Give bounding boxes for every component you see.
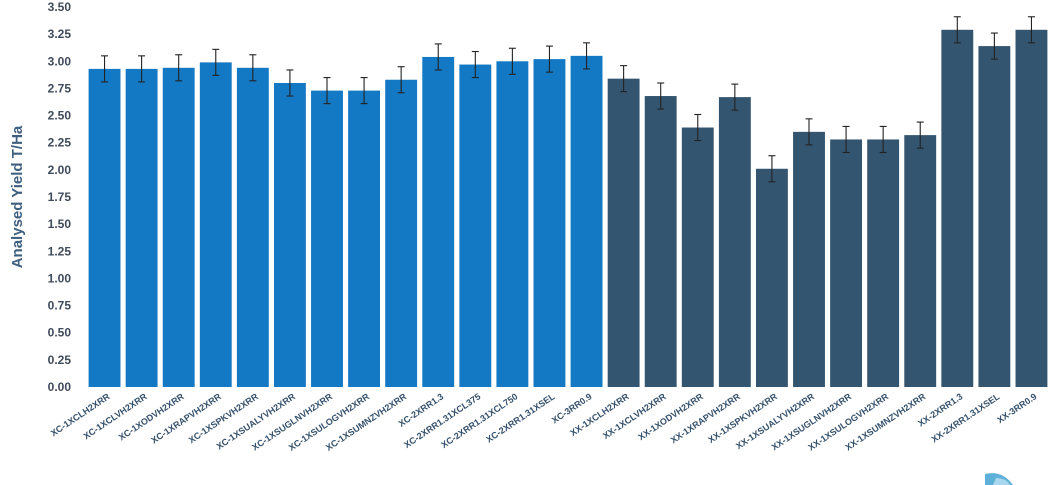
error-bar: [138, 55, 146, 83]
y-tick-label: 2.25: [48, 136, 72, 150]
bar-xx-2xrr1.3: [941, 29, 974, 388]
bar-xx-1xclvh2xrr: [644, 96, 677, 388]
bar-xc-1xspkvh2xrr: [236, 67, 269, 388]
bar-xx-1xrapvh2xrr: [718, 97, 751, 387]
bar-xx-3rr0.9: [1015, 29, 1048, 388]
bar-xc-2xrr1.3: [422, 56, 455, 387]
error-bar: [805, 118, 813, 146]
x-tick-label: XC-2XRR1.31XSEL: [484, 391, 557, 445]
error-bar: [323, 77, 331, 105]
error-bar: [471, 50, 479, 79]
error-bar: [990, 32, 998, 60]
x-tick-label: XC-1XCLH2XRR: [49, 391, 112, 438]
bar-xc-1xodvh2xrr: [162, 67, 195, 388]
bar-xx-1xsumnzvh2xrr: [904, 135, 937, 387]
bar-xc-1xrapvh2xrr: [199, 62, 232, 387]
error-bars-group: [101, 16, 1035, 183]
y-tick-label: 2.75: [48, 81, 72, 95]
bar-xc-2xrr1.31xcl375: [459, 64, 492, 388]
y-tick-label: 3.00: [48, 54, 72, 68]
bar-xx-1xsulogvh2xrr: [867, 139, 900, 387]
bar-xx-1xsuglnvh2xrr: [830, 139, 863, 387]
error-bar: [657, 82, 665, 110]
bar-xc-1xclh2xrr: [88, 68, 121, 387]
bar-xc-2xrr1.31xcl750: [496, 61, 529, 388]
bar-xx-1xsualyvh2xrr: [793, 131, 825, 387]
bar-xx-1xclh2xrr: [607, 78, 640, 388]
y-tick-label: 1.50: [48, 217, 72, 231]
bar-xc-1xsumnzvh2xrr: [385, 79, 418, 387]
error-bar: [434, 43, 442, 71]
error-bar: [953, 16, 961, 44]
error-bar: [620, 65, 628, 93]
bar-xc-1xsulogvh2xrr: [348, 90, 381, 387]
y-tick-label: 0.75: [48, 299, 72, 313]
y-tick-label: 1.00: [48, 271, 72, 285]
error-bar: [768, 155, 776, 183]
error-bar: [694, 113, 702, 142]
y-tick-label: 2.50: [48, 109, 72, 123]
bar-xc-2xrr1.31xsel: [533, 59, 566, 387]
y-tick-label: 0.25: [48, 353, 72, 367]
error-bar: [101, 55, 109, 83]
error-bar: [545, 45, 553, 73]
bar-xx-2xrr1.31xsel: [978, 46, 1011, 387]
error-bar: [583, 42, 591, 70]
y-tick-label: 1.75: [48, 190, 72, 204]
bar-xx-1xspkvh2xrr: [755, 168, 788, 387]
error-bar: [1027, 16, 1035, 44]
y-axis-title: Analysed Yield T/Ha: [9, 125, 26, 268]
logo-icon: [985, 473, 1013, 485]
y-tick-label: 3.50: [48, 0, 72, 14]
error-bar: [360, 77, 368, 105]
x-axis-labels: XC-1XCLH2XRRXC-1XCLVH2XRRXC-1XODVH2XRRXC…: [49, 391, 1039, 453]
bar-xc-1xclvh2xrr: [125, 68, 158, 387]
error-bar: [879, 125, 887, 154]
error-bar: [842, 125, 850, 154]
x-tick-label: XX-3RR0.9: [995, 391, 1038, 425]
bar-xx-1xodvh2xrr: [681, 127, 714, 387]
error-bar: [397, 66, 405, 94]
y-tick-label: 2.00: [48, 163, 72, 177]
bar-xc-3rr0.9: [570, 55, 603, 387]
bar-xc-1xsuglnvh2xrr: [311, 90, 343, 387]
error-bar: [212, 48, 220, 76]
y-tick-label: 1.25: [48, 244, 72, 258]
bar-xc-1xsualyvh2xrr: [273, 83, 306, 387]
y-axis-title-group: Analysed Yield T/Ha: [9, 125, 26, 268]
error-bar: [731, 83, 739, 111]
error-bar: [286, 69, 294, 97]
bars-group: [88, 29, 1048, 388]
y-tick-label: 0.50: [48, 326, 72, 340]
y-tick-label: 0.00: [48, 380, 72, 394]
error-bar: [249, 54, 257, 82]
x-tick-label: XX-2XRR1.31XSEL: [930, 391, 1002, 444]
error-bar: [175, 54, 183, 82]
x-tick-label: XX-1XCLVH2XRR: [601, 391, 668, 441]
error-bar: [916, 121, 924, 149]
x-tick-label: XC-1XCLVH2XRR: [81, 391, 149, 441]
y-axis-ticks: 0.00 0.25 0.50 0.75 1.00 1.25 1.50 1.75 2.00 2.25…: [48, 0, 72, 394]
y-tick-label: 3.25: [48, 27, 72, 41]
error-bar: [508, 47, 516, 75]
